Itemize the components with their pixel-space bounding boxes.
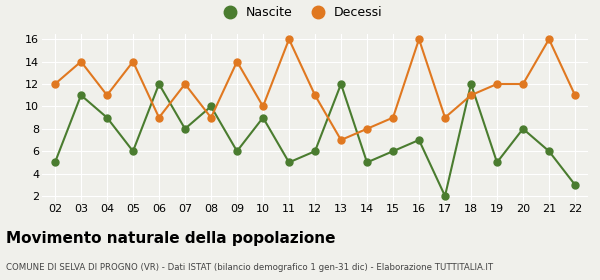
Legend: Nascite, Decessi: Nascite, Decessi <box>217 6 383 19</box>
Text: Movimento naturale della popolazione: Movimento naturale della popolazione <box>6 231 335 246</box>
Text: COMUNE DI SELVA DI PROGNO (VR) - Dati ISTAT (bilancio demografico 1 gen-31 dic) : COMUNE DI SELVA DI PROGNO (VR) - Dati IS… <box>6 263 493 272</box>
